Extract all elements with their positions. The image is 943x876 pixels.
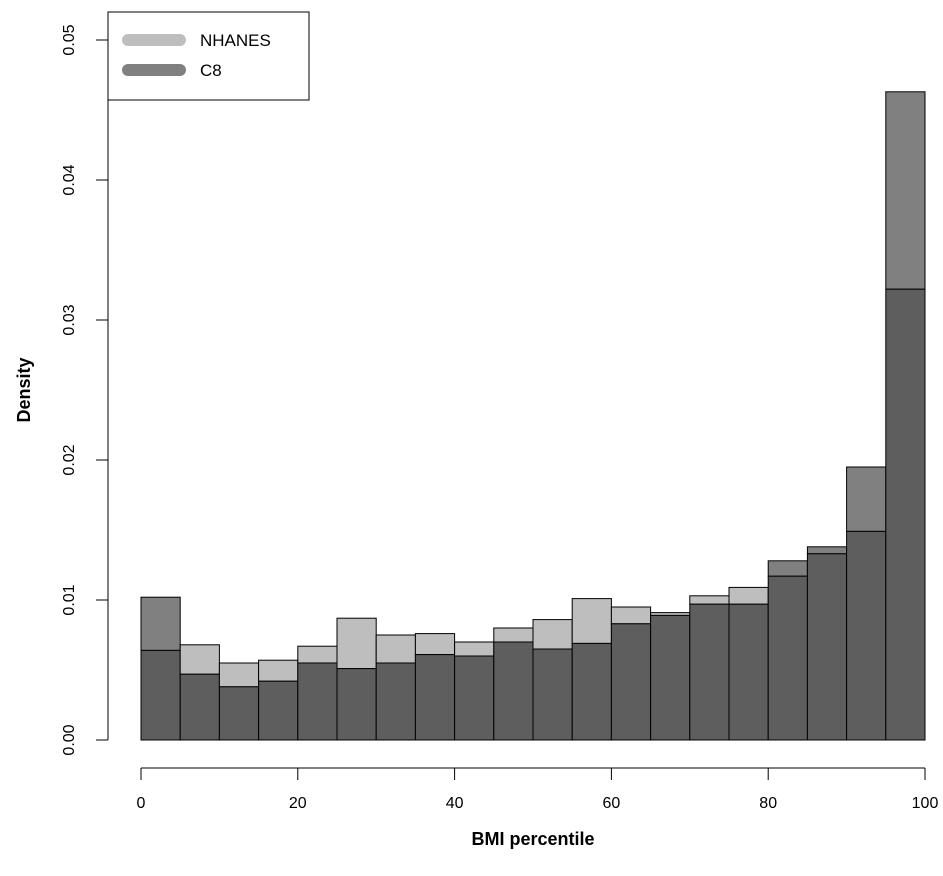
bar-overlap-13 bbox=[650, 614, 691, 741]
legend-label-nhanes: NHANES bbox=[200, 31, 271, 50]
bar-upper-16 bbox=[767, 560, 808, 577]
x-tick-label-5: 100 bbox=[912, 795, 939, 812]
bar-overlap-1 bbox=[179, 673, 220, 741]
x-tick-label-2: 40 bbox=[446, 795, 464, 812]
bar-overlap-14 bbox=[689, 603, 730, 741]
y-tick-label-5: 0.05 bbox=[61, 24, 78, 55]
y-axis-title: Density bbox=[14, 357, 34, 422]
x-axis-title: BMI percentile bbox=[471, 829, 594, 849]
bar-upper-19 bbox=[885, 91, 926, 290]
y-tick-label-3: 0.03 bbox=[61, 304, 78, 335]
bar-overlap-12 bbox=[610, 623, 652, 741]
bar-upper-2 bbox=[218, 662, 260, 688]
bars-group bbox=[140, 91, 926, 741]
bar-upper-10 bbox=[532, 619, 573, 650]
bar-upper-14 bbox=[689, 595, 730, 605]
y-tick-label-0: 0.00 bbox=[61, 724, 78, 755]
bar-upper-7 bbox=[414, 633, 456, 656]
bar-upper-11 bbox=[571, 598, 612, 644]
bar-upper-6 bbox=[375, 634, 416, 664]
legend: NHANES C8 bbox=[107, 11, 310, 101]
bar-overlap-17 bbox=[806, 553, 848, 741]
bar-overlap-7 bbox=[414, 654, 456, 741]
bar-overlap-2 bbox=[218, 686, 260, 741]
x-tick-label-4: 80 bbox=[759, 795, 777, 812]
y-axis: 0.00 0.01 0.02 0.03 0.04 0.05 bbox=[61, 24, 109, 756]
y-tick-label-1: 0.01 bbox=[61, 584, 78, 615]
bar-upper-4 bbox=[297, 645, 338, 664]
y-tick-label-2: 0.02 bbox=[61, 444, 78, 475]
legend-label-c8: C8 bbox=[200, 61, 222, 80]
bar-overlap-9 bbox=[493, 641, 534, 741]
bar-upper-3 bbox=[258, 659, 299, 682]
bar-overlap-16 bbox=[767, 575, 808, 741]
bar-upper-15 bbox=[728, 586, 769, 605]
bar-overlap-15 bbox=[728, 603, 769, 741]
bar-upper-18 bbox=[846, 466, 887, 532]
bar-upper-0 bbox=[140, 596, 181, 651]
bar-overlap-4 bbox=[297, 662, 338, 741]
bar-upper-5 bbox=[336, 617, 377, 670]
bar-overlap-11 bbox=[571, 642, 612, 741]
legend-box bbox=[107, 11, 310, 101]
x-tick-label-1: 20 bbox=[289, 795, 307, 812]
bar-upper-12 bbox=[610, 606, 652, 625]
bar-overlap-3 bbox=[258, 680, 299, 741]
bar-overlap-6 bbox=[375, 662, 416, 741]
bar-overlap-18 bbox=[846, 530, 887, 741]
bar-upper-1 bbox=[179, 644, 220, 675]
bar-upper-17 bbox=[806, 546, 848, 555]
bar-upper-9 bbox=[493, 627, 534, 643]
bar-overlap-0 bbox=[140, 649, 181, 741]
x-tick-label-0: 0 bbox=[137, 795, 146, 812]
bar-overlap-5 bbox=[336, 668, 377, 741]
bar-overlap-8 bbox=[454, 655, 495, 741]
y-tick-label-4: 0.04 bbox=[61, 164, 78, 195]
bar-upper-8 bbox=[454, 641, 495, 657]
bar-overlap-19 bbox=[885, 288, 926, 741]
x-axis: 0 20 40 60 80 100 bbox=[137, 767, 939, 812]
bar-overlap-10 bbox=[532, 648, 573, 741]
x-tick-label-3: 60 bbox=[603, 795, 621, 812]
